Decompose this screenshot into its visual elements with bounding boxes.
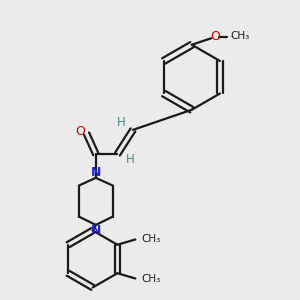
- Text: O: O: [75, 124, 85, 138]
- Text: H: H: [117, 116, 126, 129]
- Text: CH₃: CH₃: [230, 31, 250, 41]
- Text: N: N: [91, 166, 101, 179]
- Text: CH₃: CH₃: [142, 274, 161, 284]
- Text: O: O: [210, 31, 220, 44]
- Text: N: N: [91, 224, 101, 237]
- Text: —OCH₃: —OCH₃: [230, 37, 235, 38]
- Text: H: H: [126, 153, 135, 166]
- Text: CH₃: CH₃: [142, 233, 161, 244]
